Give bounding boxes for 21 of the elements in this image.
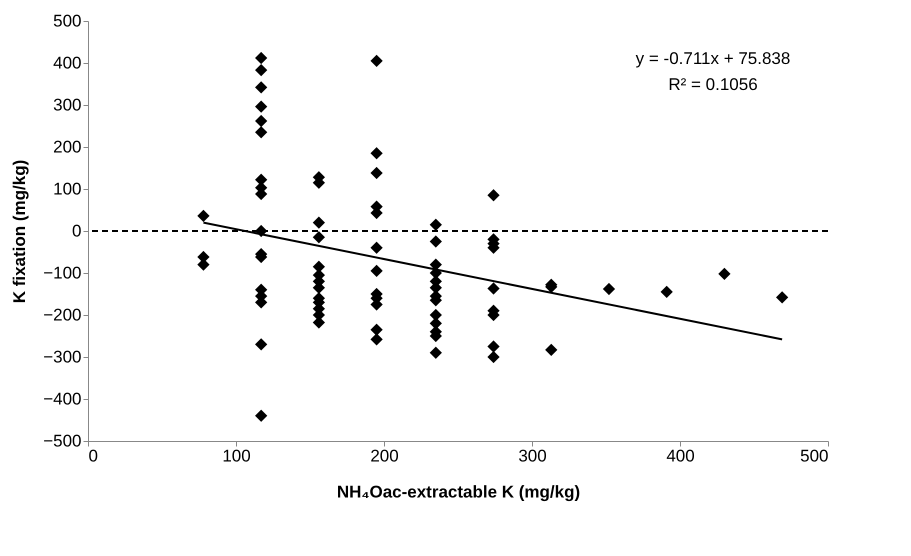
x-tick-label: 0 [88,446,98,466]
y-tick-label: 0 [72,222,82,240]
y-tick-label: 400 [53,54,82,72]
y-axis-title: K fixation (mg/kg) [10,160,30,304]
y-tick-label: −500 [43,432,82,450]
x-tick-label: 300 [518,446,547,466]
x-tick-label: 200 [370,446,399,466]
annotation: y = -0.711x + 75.838 [636,49,790,68]
y-tick-label: 500 [53,12,82,30]
x-axis-title: NH₄Oac-extractable K (mg/kg) [336,482,580,502]
y-tick-label: −400 [43,390,82,408]
y-tick-label: −100 [43,264,82,282]
y-tick-label: 100 [53,180,82,198]
y-tick-label: 200 [53,138,82,156]
y-tick-label: −200 [43,306,82,324]
x-tick-label: 400 [666,446,695,466]
annotation: R² = 0.1056 [668,75,758,94]
y-tick-label: −300 [43,348,82,366]
x-tick-label: 100 [222,446,251,466]
x-tick-label: 500 [800,446,828,466]
y-tick-label: 300 [53,96,82,114]
